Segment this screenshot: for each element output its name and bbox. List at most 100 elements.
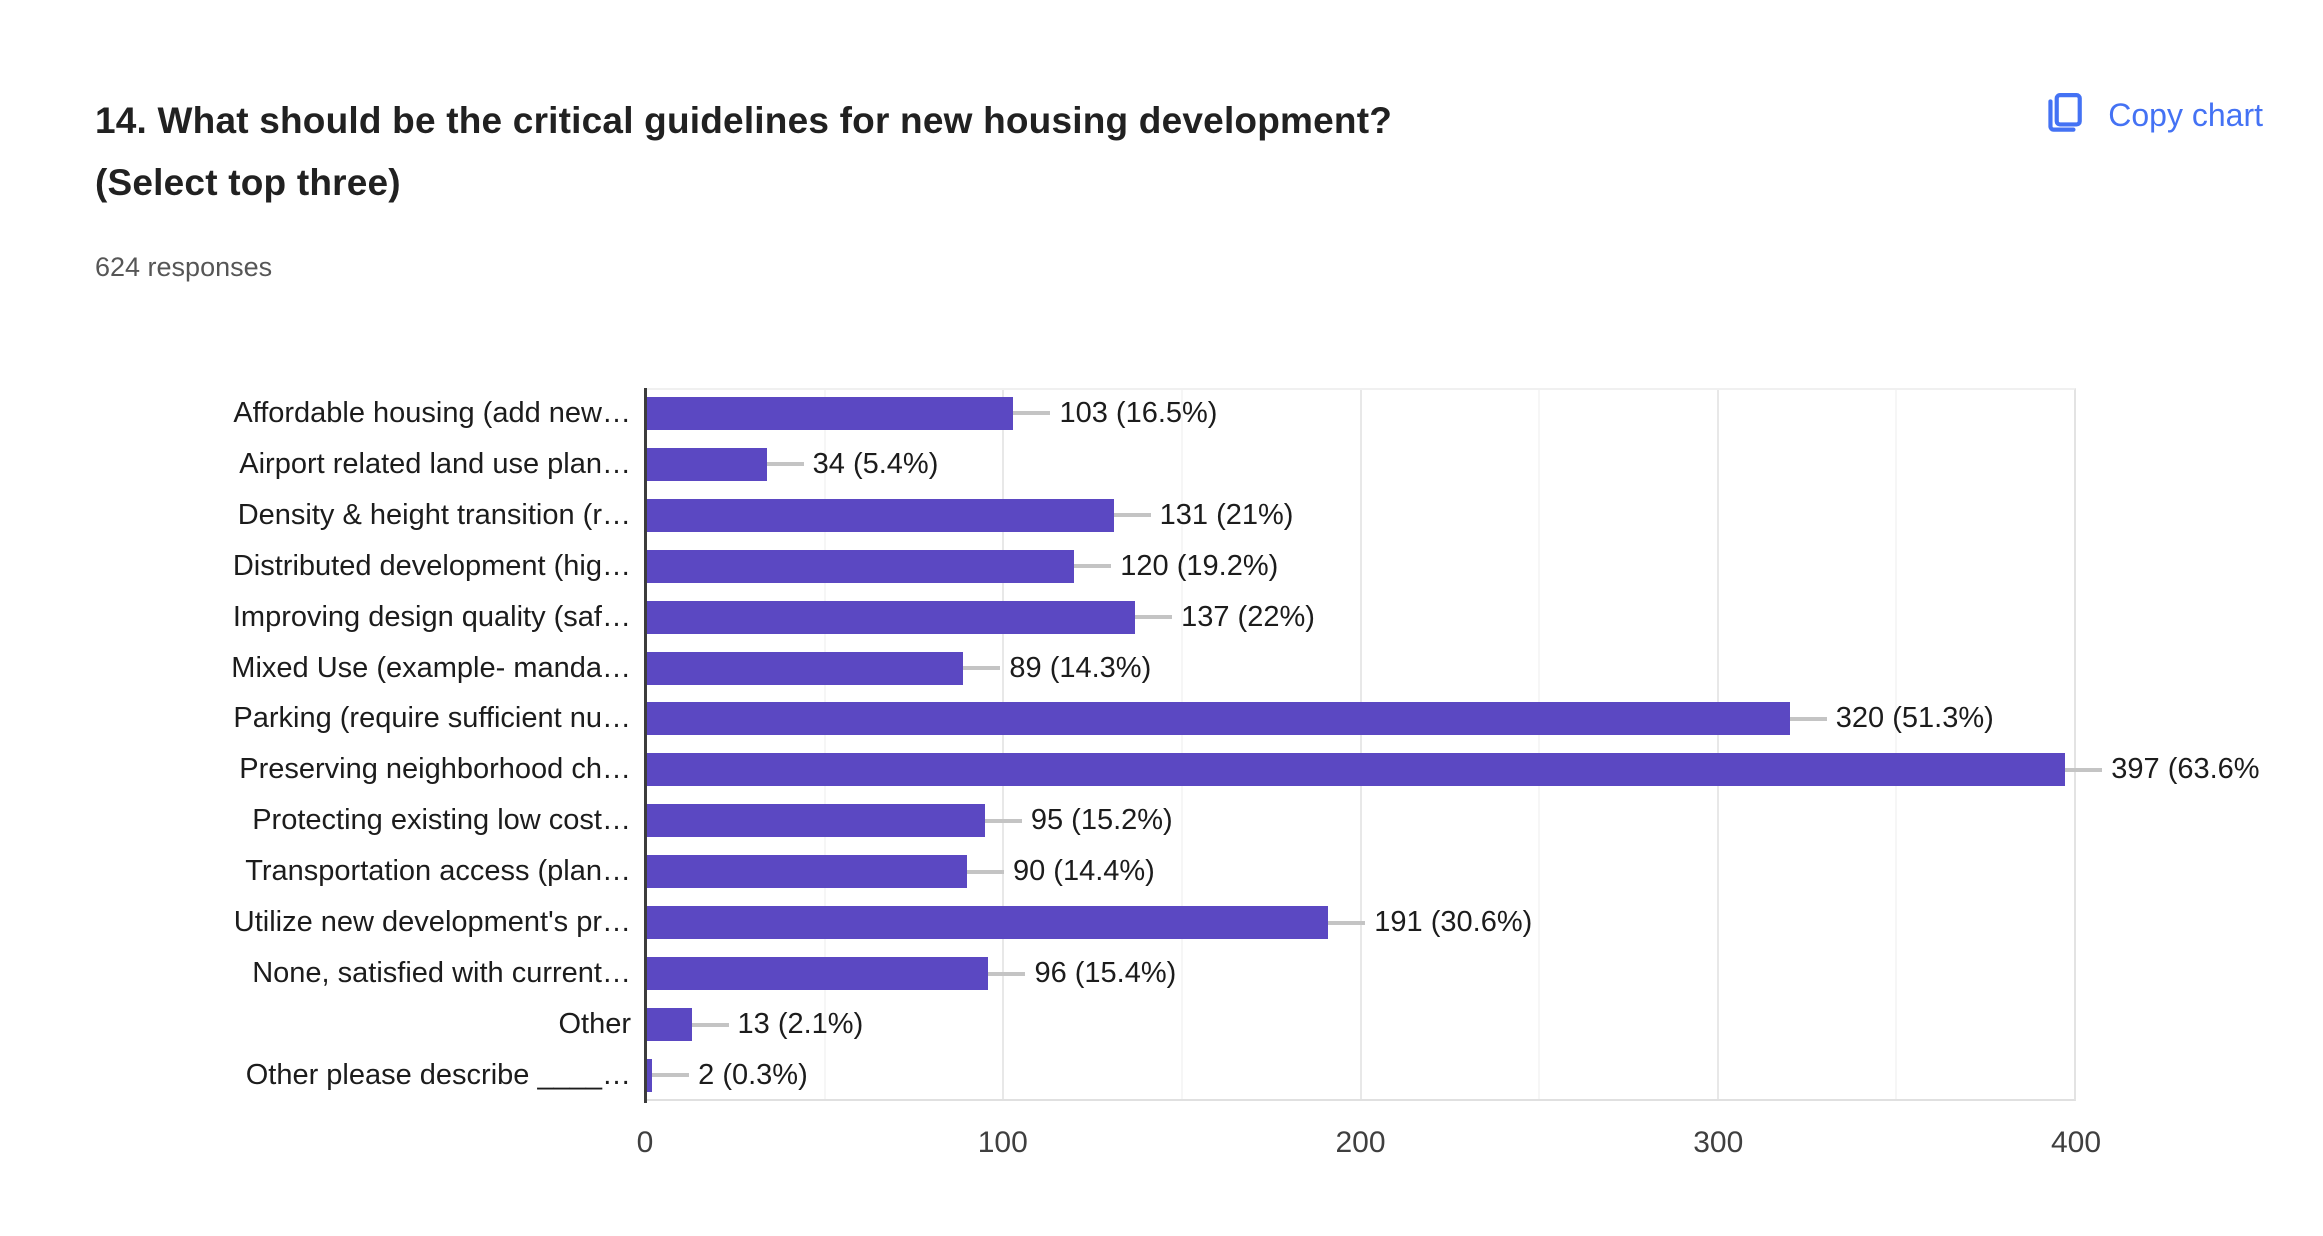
value-leader-line <box>1135 615 1173 620</box>
bar-zone: 320 (51.3%) <box>645 694 2076 745</box>
category-label: None, satisfied with current… <box>252 957 631 990</box>
gridline-minor <box>1538 390 1541 1099</box>
value-leader-line <box>966 869 1004 874</box>
x-tick-label: 0 <box>636 1126 654 1159</box>
value-label: 137 (22%) <box>1181 600 1315 633</box>
value-leader-line <box>2065 767 2103 772</box>
bar-row: Preserving neighborhood ch… 397 (63.6% <box>0 744 2323 795</box>
bar-row: None, satisfied with current… 96 (15.4%) <box>0 948 2323 999</box>
x-axis: 0 100 200 300 400 <box>637 1126 2101 1168</box>
category-label: Other <box>558 1008 631 1041</box>
category-label: Distributed development (hig… <box>232 549 631 582</box>
x-tick-label: 400 <box>2050 1126 2102 1159</box>
value-leader-line <box>652 1073 690 1078</box>
bar-chart: Affordable housing (add new… 103 (16.5%)… <box>0 388 2323 1101</box>
value-leader-line <box>1789 716 1827 721</box>
bar-row: Transportation access (plan… 90 (14.4%) <box>0 846 2323 897</box>
bar-zone: 96 (15.4%) <box>645 948 2076 999</box>
bar-zone: 137 (22%) <box>645 592 2076 643</box>
chart-plot-area <box>645 388 2076 1101</box>
bar-zone: 13 (2.1%) <box>645 999 2076 1050</box>
bar-row: Mixed Use (example- manda… 89 (14.3%) <box>0 643 2323 694</box>
category-label: Other please describe ____… <box>245 1058 631 1091</box>
bar <box>645 447 767 481</box>
gridline-major <box>1002 390 1005 1099</box>
value-label: 89 (14.3%) <box>1009 651 1152 684</box>
x-tick-label: 300 <box>1693 1126 1744 1159</box>
bar-zone: 90 (14.4%) <box>645 846 2076 897</box>
bar <box>645 549 1075 583</box>
value-label: 397 (63.6% <box>2111 753 2260 786</box>
bar-row: Affordable housing (add new… 103 (16.5%) <box>0 388 2323 439</box>
category-label: Parking (require sufficient nu… <box>233 702 631 735</box>
bar-row: Distributed development (hig… 120 (19.2%… <box>0 541 2323 592</box>
value-leader-line <box>766 462 804 467</box>
value-label: 120 (19.2%) <box>1120 549 1279 582</box>
value-label: 131 (21%) <box>1159 498 1294 531</box>
gridline-major <box>1716 390 1719 1099</box>
value-label: 191 (30.6%) <box>1374 906 1533 939</box>
gridline-minor <box>1895 390 1898 1099</box>
gridline-major <box>1359 390 1362 1099</box>
bar <box>645 600 1136 634</box>
value-leader-line <box>1328 920 1366 925</box>
value-label: 13 (2.1%) <box>737 1008 864 1041</box>
x-tick-label: 100 <box>977 1126 1028 1159</box>
bar-row: Improving design quality (saf… 137 (22%) <box>0 592 2323 643</box>
category-label: Affordable housing (add new… <box>233 396 631 429</box>
bar <box>645 396 1014 430</box>
value-label: 2 (0.3%) <box>698 1058 808 1091</box>
bar <box>645 1008 692 1042</box>
copy-icon <box>2048 93 2083 132</box>
bar-row: Other please describe ____… 2 (0.3%) <box>0 1050 2323 1101</box>
value-label: 320 (51.3%) <box>1835 702 1994 735</box>
copy-chart-button[interactable]: Copy chart <box>2040 92 2263 138</box>
bar <box>645 1058 653 1092</box>
category-label: Mixed Use (example- manda… <box>231 651 631 684</box>
value-label: 96 (15.4%) <box>1034 957 1177 990</box>
bar-zone: 34 (5.4%) <box>645 439 2076 490</box>
value-leader-line <box>1013 411 1051 416</box>
bar-zone: 103 (16.5%) <box>645 388 2076 439</box>
x-tick-label: 200 <box>1335 1126 1386 1159</box>
category-label: Density & height transition (r… <box>237 498 631 531</box>
y-axis-baseline <box>644 388 647 1103</box>
bar-zone: 95 (15.2%) <box>645 795 2076 846</box>
bar <box>645 906 1329 940</box>
bar <box>645 855 967 889</box>
value-label: 34 (5.4%) <box>812 447 939 480</box>
responses-count: 624 responses <box>95 252 273 282</box>
value-leader-line <box>691 1022 729 1027</box>
value-leader-line <box>1113 513 1151 518</box>
bar-row: Utilize new development's pr… 191 (30.6%… <box>0 897 2323 948</box>
bar <box>645 498 1114 532</box>
bar-zone: 397 (63.6% <box>645 744 2260 795</box>
category-label: Improving design quality (saf… <box>232 600 631 633</box>
value-leader-line <box>984 818 1022 823</box>
bar-zone: 2 (0.3%) <box>645 1050 2076 1101</box>
bar-zone: 191 (30.6%) <box>645 897 2076 948</box>
category-label: Transportation access (plan… <box>245 855 631 888</box>
bar <box>645 702 1790 736</box>
gridline-minor <box>1180 390 1183 1099</box>
bar <box>645 957 989 991</box>
value-label: 95 (15.2%) <box>1030 804 1173 837</box>
value-leader-line <box>1074 564 1112 569</box>
category-label: Preserving neighborhood ch… <box>239 753 631 786</box>
bar-row: Parking (require sufficient nu… 320 (51.… <box>0 694 2323 745</box>
gridline-minor <box>823 390 826 1099</box>
question-title-line2: (Select top three) <box>95 162 401 203</box>
question-title-line1: 14. What should be the critical guidelin… <box>95 100 1393 141</box>
copy-chart-label: Copy chart <box>2108 96 2263 133</box>
value-leader-line <box>988 971 1026 976</box>
bar <box>645 804 985 838</box>
category-label: Airport related land use plan… <box>239 447 631 480</box>
value-label: 90 (14.4%) <box>1012 855 1155 888</box>
value-leader-line <box>963 666 1001 671</box>
bar-row: Density & height transition (r… 131 (21%… <box>0 490 2323 541</box>
bar-zone: 131 (21%) <box>645 490 2076 541</box>
category-label: Protecting existing low cost… <box>252 804 631 837</box>
bar-zone: 120 (19.2%) <box>645 541 2076 592</box>
bar-row: Airport related land use plan… 34 (5.4%) <box>0 439 2323 490</box>
